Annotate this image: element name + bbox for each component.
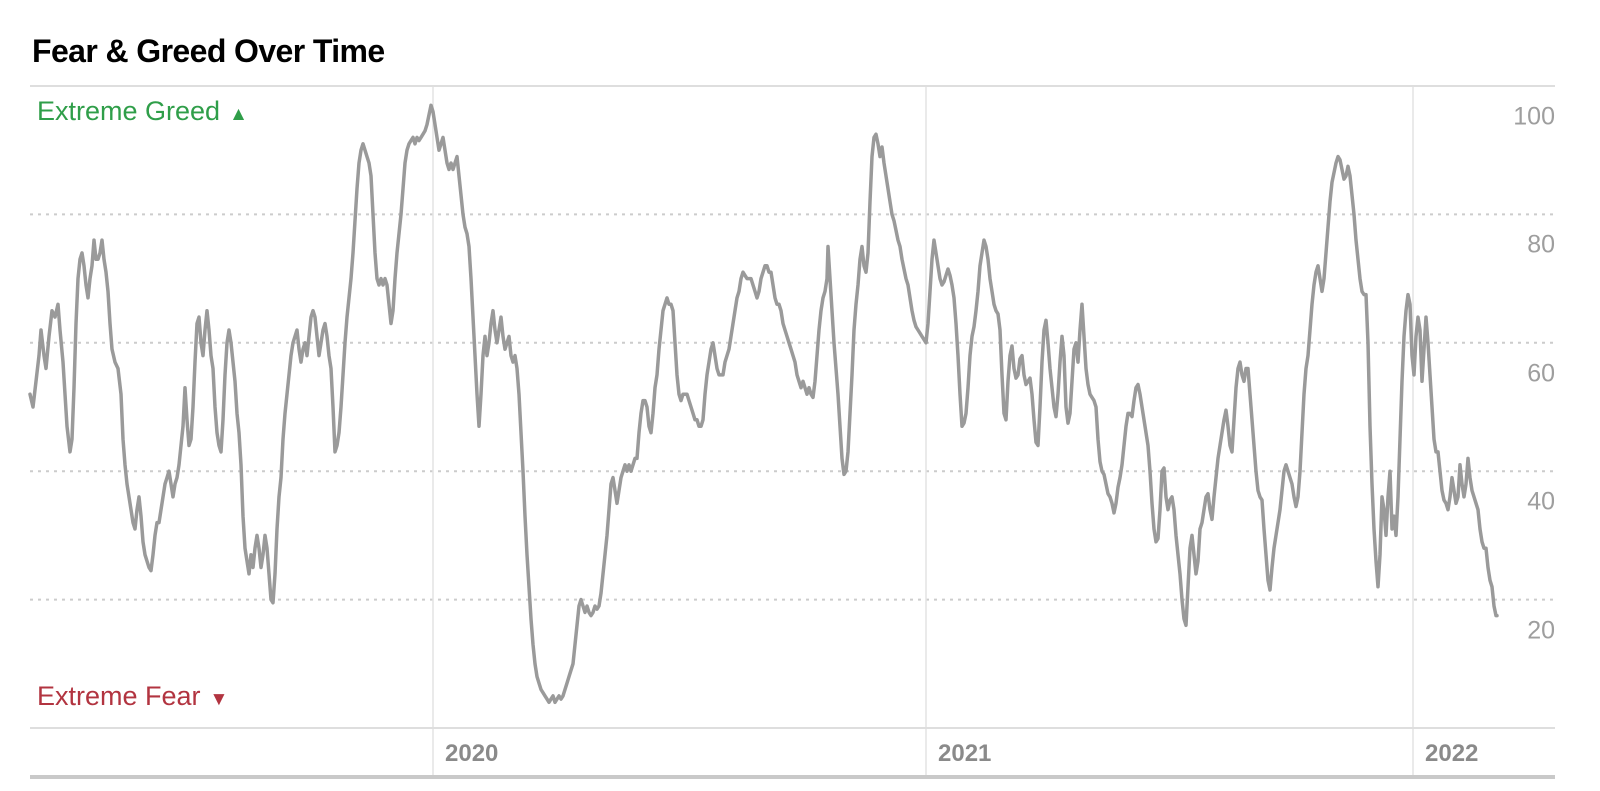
y-axis-label-20: 20 [1527,616,1555,645]
triangle-up-icon: ▲ [229,104,248,125]
x-axis-label-2021: 2021 [938,740,992,767]
y-axis-label-80: 80 [1527,230,1555,259]
extreme-fear-text: Extreme Fear [37,681,201,711]
triangle-down-icon: ▼ [209,689,229,710]
extreme-greed-text: Extreme Greed [37,96,221,126]
fear-greed-index-line[interactable] [28,103,1499,705]
x-axis-label-2022: 2022 [1425,740,1479,767]
x-axis-label-2020: 2020 [445,740,499,767]
extreme-fear-label: Extreme Fear ▼ [37,681,228,712]
y-axis-label-100: 100 [1513,102,1555,131]
page-title: Fear & Greed Over Time [32,33,385,70]
y-axis-label-60: 60 [1527,359,1555,388]
extreme-greed-label: Extreme Greed ▲ [37,96,248,127]
y-axis-label-40: 40 [1527,487,1555,516]
